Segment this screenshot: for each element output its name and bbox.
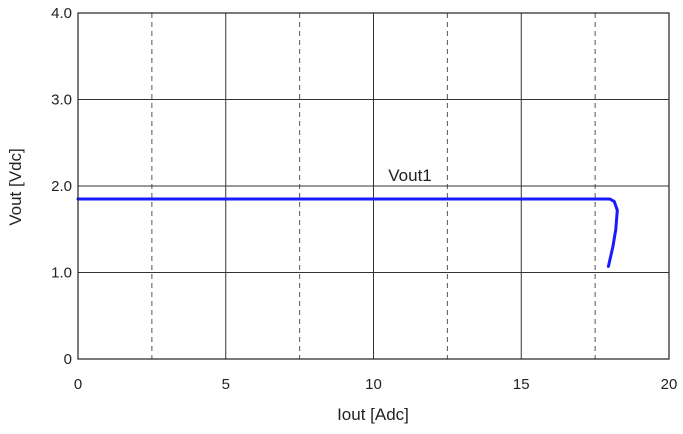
x-tick-label: 10 [365, 376, 382, 393]
y-axis-label: Vout [Vdc] [6, 148, 25, 226]
x-tick-label: 20 [661, 376, 678, 393]
tick-labels: 0 5 10 15 20 0 1.0 2.0 3.0 4.0 [51, 5, 677, 393]
series-line-vout1 [76, 197, 619, 268]
y-tick-label: 1.0 [51, 265, 72, 282]
plot-frame [77, 12, 670, 360]
y-tick-label: 3.0 [51, 92, 72, 109]
plot-border [77, 12, 670, 360]
series-label: Vout1 [388, 166, 432, 185]
y-tick-label: 0 [64, 351, 72, 368]
x-tick-label: 15 [513, 376, 530, 393]
y-tick-label: 4.0 [51, 5, 72, 22]
x-axis-label: Iout [Adc] [337, 405, 409, 424]
y-tick-label: 2.0 [51, 178, 72, 195]
series-layer: Vout1 [76, 166, 619, 268]
x-tick-label: 0 [74, 376, 82, 393]
x-tick-label: 5 [222, 376, 230, 393]
grid [78, 13, 669, 359]
